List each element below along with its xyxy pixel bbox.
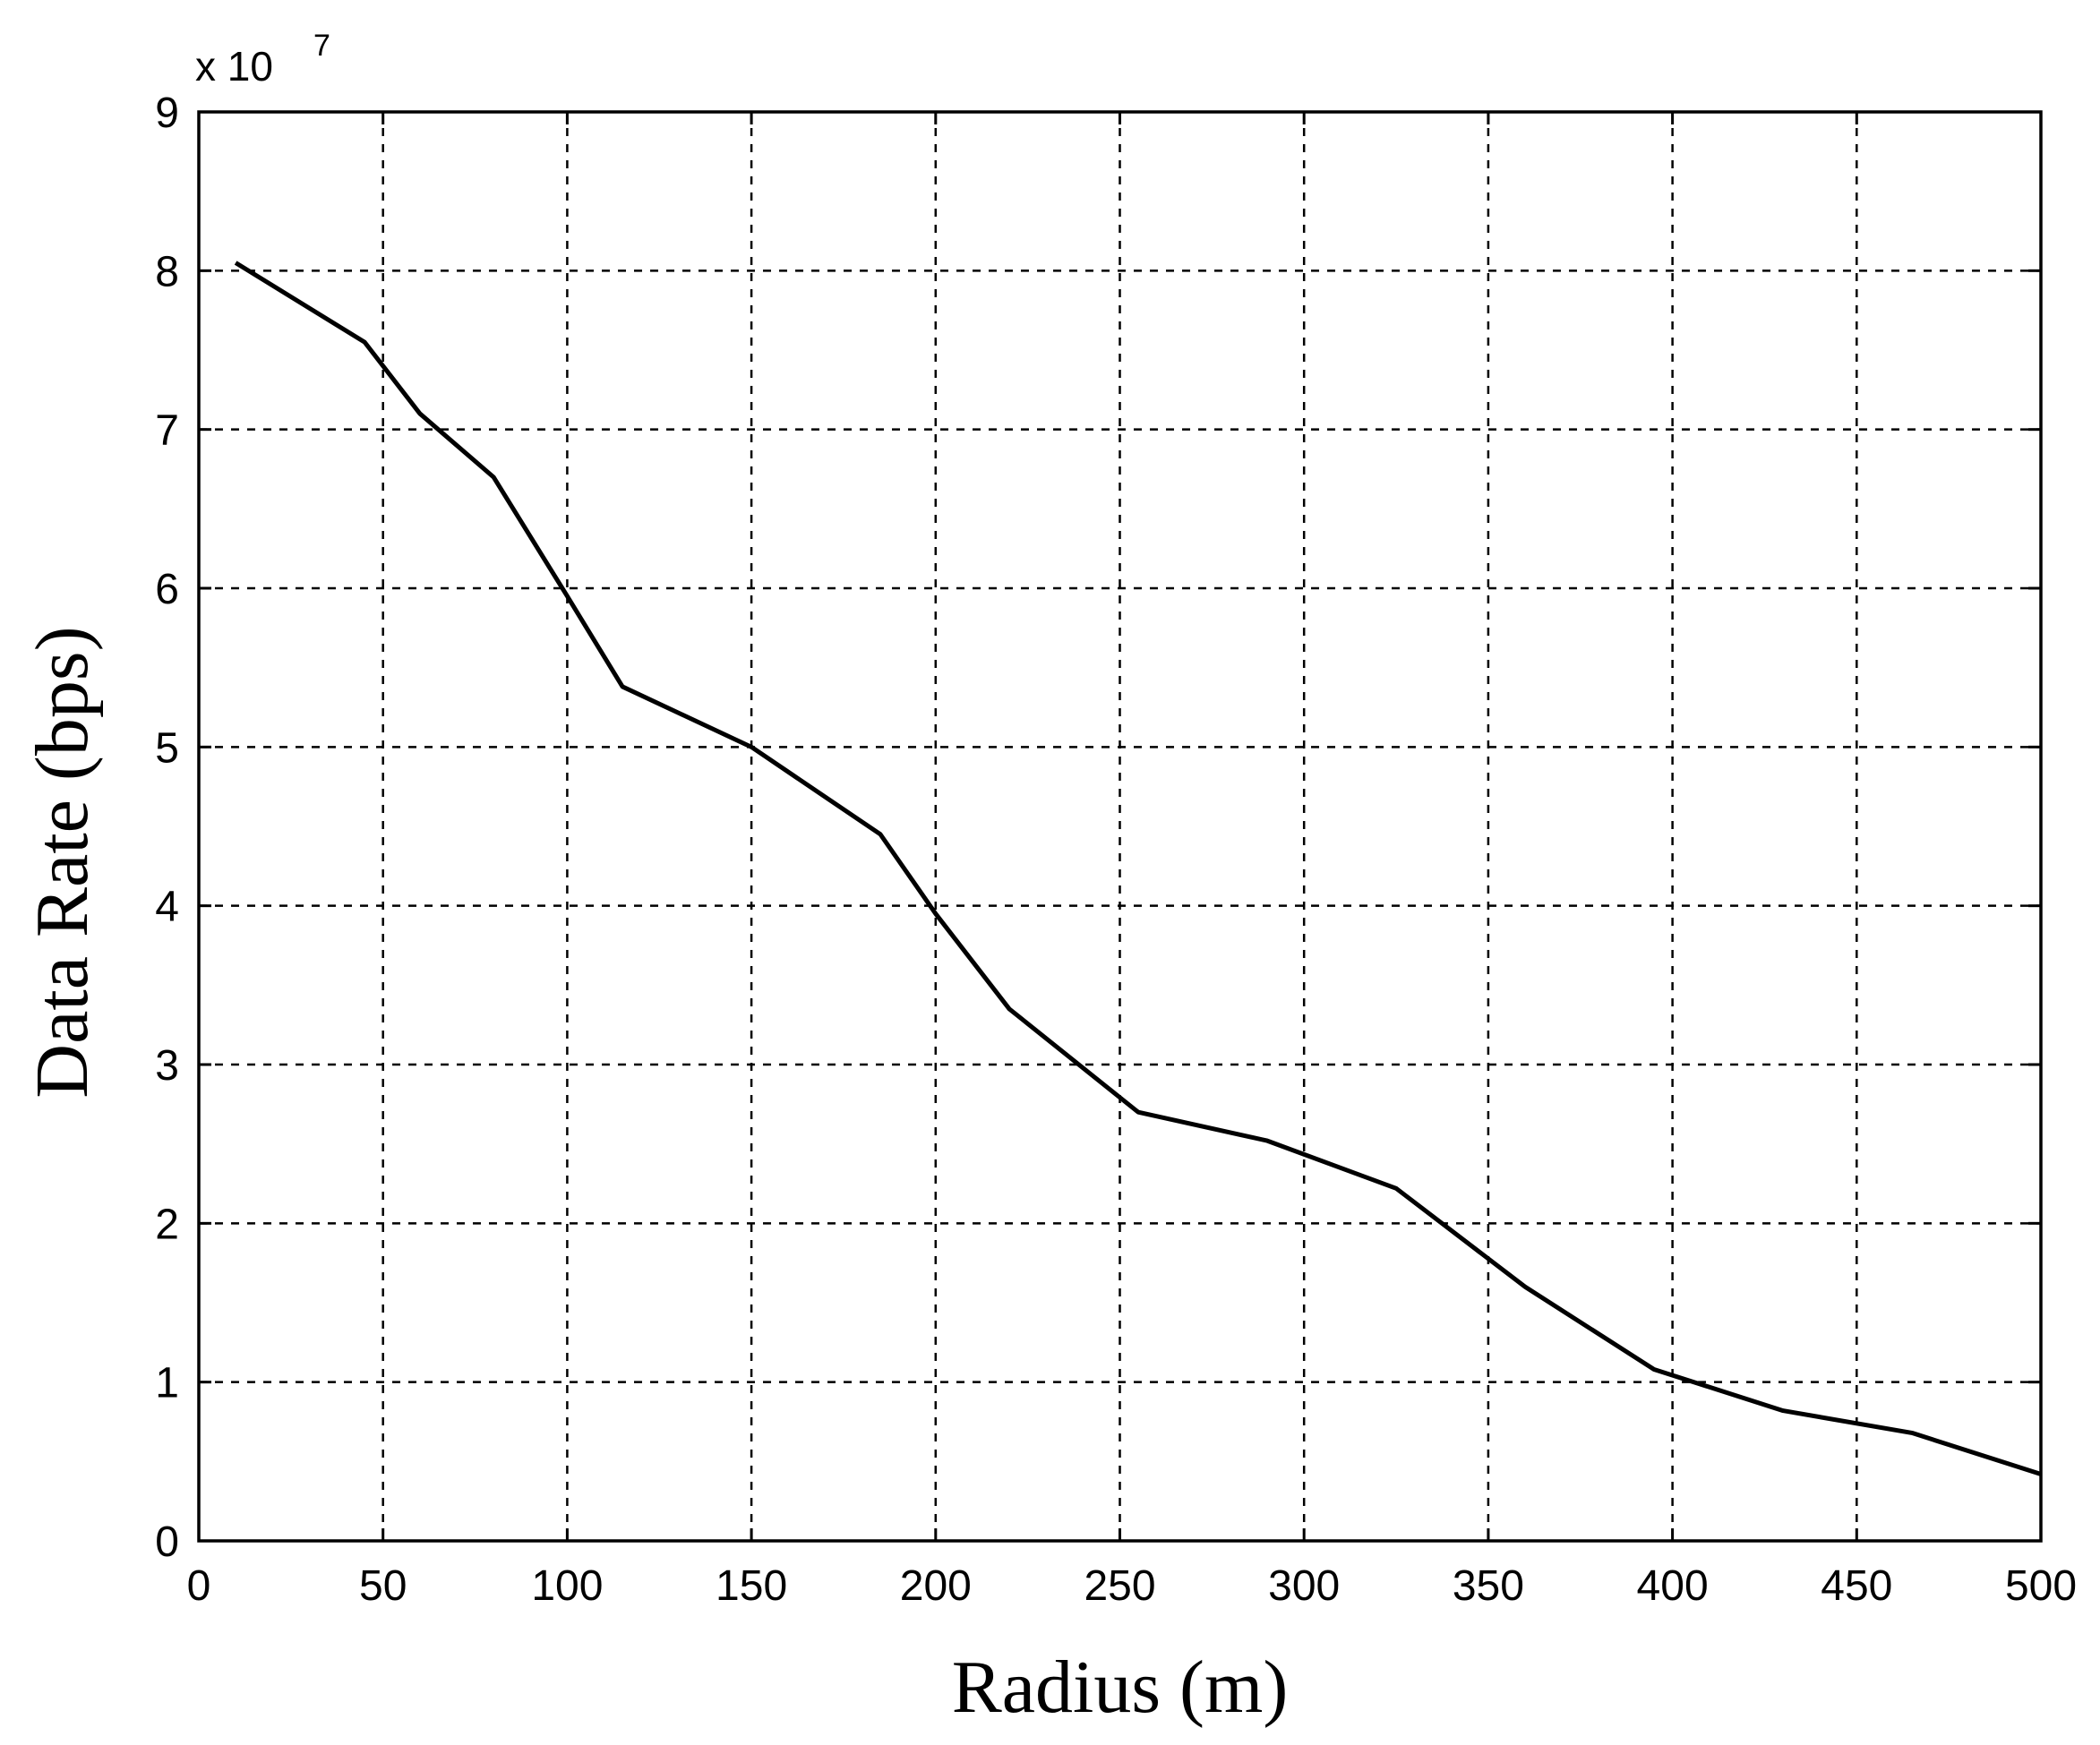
y-tick-label: 3 [155, 1042, 179, 1090]
x-tick-label: 250 [1084, 1562, 1155, 1610]
tick-layer: 0 50 100 150 200 250 300 350 400 450 500 0 1 2 3 4 5 6 7 8 9 [155, 90, 2077, 1610]
x-tick-label: 100 [531, 1562, 603, 1610]
x-tick-label: 0 [187, 1562, 211, 1610]
y-tick-label: 4 [155, 884, 179, 931]
x-tick-label: 300 [1268, 1562, 1340, 1610]
x-tick-label: 200 [900, 1562, 972, 1610]
y-axis-title: Data Rate (bps) [21, 626, 104, 1098]
x-tick-label: 150 [716, 1562, 787, 1610]
y-tick-label: 0 [155, 1518, 179, 1566]
x-tick-label: 50 [359, 1562, 407, 1610]
x-tick-label: 500 [2005, 1562, 2077, 1610]
y-tick-label: 9 [155, 90, 179, 137]
y-tick-label: 2 [155, 1201, 179, 1248]
x-tick-label: 350 [1453, 1562, 1524, 1610]
y-tick-label: 6 [155, 566, 179, 613]
y-axis-exponent-power: 7 [313, 29, 330, 63]
y-tick-label: 5 [155, 724, 179, 772]
grid-layer [199, 112, 2041, 1541]
x-axis-title: Radius (m) [952, 1646, 1289, 1729]
y-tick-label: 1 [155, 1360, 179, 1407]
series-line [234, 261, 2042, 1476]
x-tick-label: 450 [1821, 1562, 1892, 1610]
y-axis-exponent-label: x 10 [195, 43, 273, 90]
y-tick-label: 8 [155, 248, 179, 295]
x-tick-label: 400 [1637, 1562, 1709, 1610]
y-tick-label: 7 [155, 407, 179, 455]
series-layer [234, 261, 2042, 1476]
